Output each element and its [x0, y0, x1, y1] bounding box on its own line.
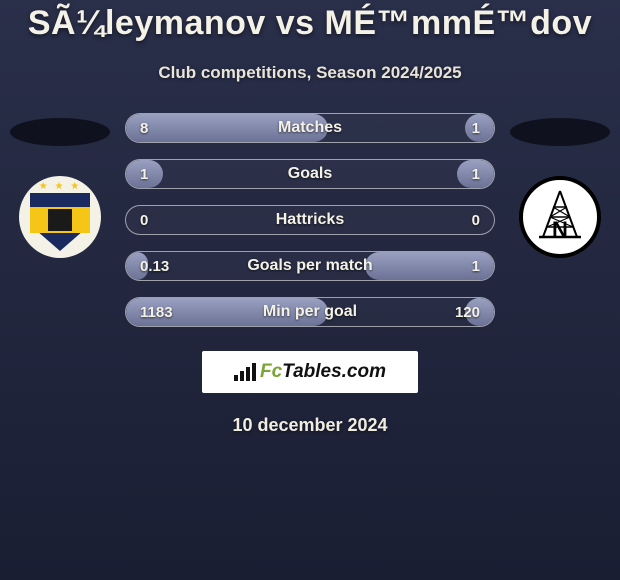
stat-label: Goals per match [126, 252, 494, 280]
stat-label: Hattricks [126, 206, 494, 234]
stat-label: Goals [126, 160, 494, 188]
brand-text: FcTables.com [260, 361, 386, 383]
brand-suffix: Tables.com [282, 361, 386, 382]
svg-text:N: N [552, 217, 568, 242]
shield-icon: ★ ★ ★ [30, 183, 90, 251]
club-logo-right: N [519, 176, 601, 258]
date-label: 10 december 2024 [0, 415, 620, 436]
bar-chart-icon [234, 363, 256, 381]
page-subtitle: Club competitions, Season 2024/2025 [0, 63, 620, 83]
stat-bar: 1183120Min per goal [125, 297, 495, 327]
player-left-column: ★ ★ ★ [10, 113, 110, 258]
club-logo-left: ★ ★ ★ [19, 176, 101, 258]
stats-list: 81Matches 11Goals 00Hattricks 0.131Goals pe… [125, 113, 495, 327]
brand-prefix: Fc [260, 361, 282, 382]
player-left-shadow [10, 118, 110, 146]
stat-label: Min per goal [126, 298, 494, 326]
player-right-shadow [510, 118, 610, 146]
stat-bar: 0.131Goals per match [125, 251, 495, 281]
oil-derrick-icon: N [535, 187, 585, 247]
player-right-column: N [510, 113, 610, 258]
stat-bar: 11Goals [125, 159, 495, 189]
comparison-body: ★ ★ ★ 81Matches 11Goals 00Hattricks 0.131Go… [0, 113, 620, 327]
stat-bar: 81Matches [125, 113, 495, 143]
stat-label: Matches [126, 114, 494, 142]
stat-bar: 00Hattricks [125, 205, 495, 235]
comparison-card: SÃ¼leymanov vs MÉ™mmÉ™dov Club competiti… [0, 0, 620, 436]
brand-badge: FcTables.com [202, 351, 418, 393]
page-title: SÃ¼leymanov vs MÉ™mmÉ™dov [0, 4, 620, 43]
